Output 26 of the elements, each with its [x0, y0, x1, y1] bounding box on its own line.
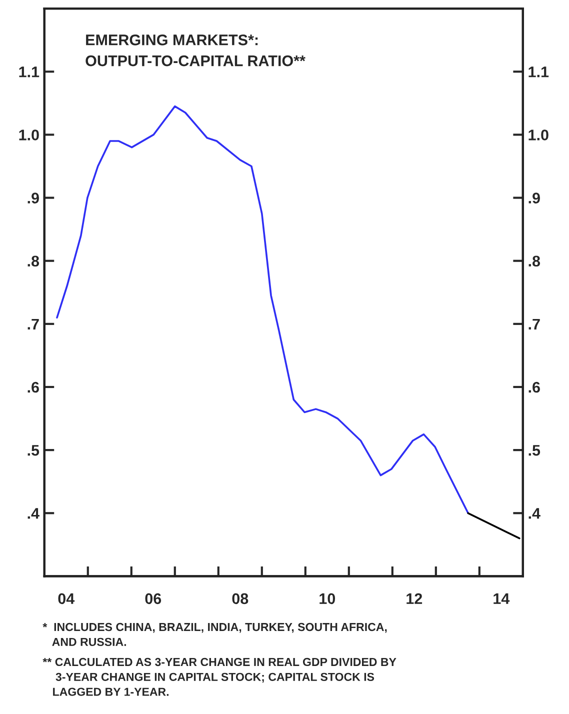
y2-tick-label: .7	[528, 318, 540, 330]
y-tick-label: .6	[28, 382, 39, 393]
y-tick-label: 1.1	[19, 66, 40, 78]
y2-tick-label: 1.0	[528, 130, 548, 140]
y-tick-label: 1.0	[19, 130, 39, 140]
y-tick-label: .9	[28, 192, 39, 204]
x-tick-label: 08	[232, 593, 248, 604]
x-tick-label: 04	[58, 593, 75, 604]
x-tick-label: 06	[145, 593, 162, 604]
x-tick-label: 12	[406, 593, 422, 604]
y2-tick-label: .9	[528, 192, 540, 204]
line-series	[56, 105, 470, 514]
text: * INCLUDES CHINA, BRAZIL, INDIA, TURKEY, SOUTH AFRICA, AND RUSSIA.	[42, 622, 387, 646]
x-tick-label: 14	[494, 593, 510, 604]
y2-tick-label: .6	[528, 382, 540, 393]
y2-tick-label: .8	[528, 256, 540, 267]
y-tick-label: .5	[28, 445, 40, 456]
x-tick-label: 10	[320, 593, 336, 604]
y2-tick-label: 1.1	[528, 66, 549, 78]
y2-tick-label: .5	[528, 445, 540, 456]
y-tick-label: .7	[28, 318, 39, 330]
text: EMERGING MARKETS*: OUTPUT-TO-CAPITAL RATIO**	[86, 34, 306, 66]
y-tick-label: .8	[28, 256, 40, 267]
y-tick-label: .4	[28, 508, 40, 519]
y2-tick-label: .4	[528, 508, 540, 519]
text: ** CALCULATED AS 3-YEAR CHANGE IN REAL GDP DIVIDED BY 3-YEAR CHANGE IN CAPITAL STOCK; CAPITAL STOCK IS LAGGED BY 1-YEAR.	[42, 658, 396, 696]
